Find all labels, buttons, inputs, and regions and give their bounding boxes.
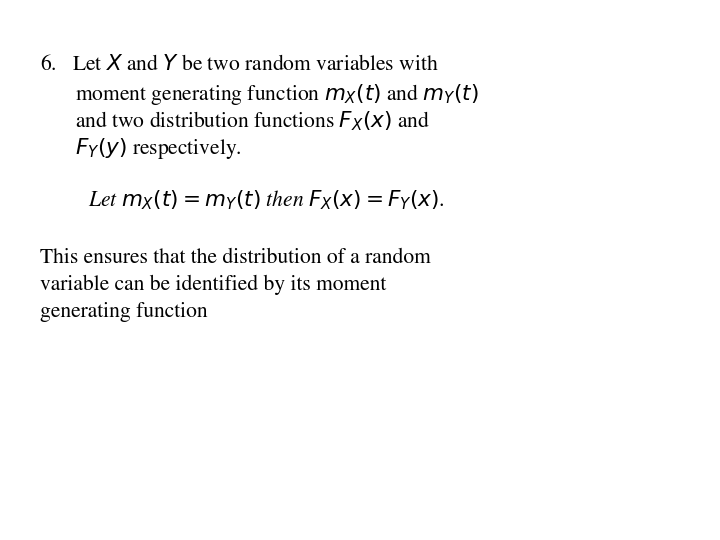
Text: variable can be identified by its moment: variable can be identified by its moment <box>40 275 386 295</box>
Text: This ensures that the distribution of a random: This ensures that the distribution of a … <box>40 248 431 268</box>
Text: $F_Y(y)$ respectively.: $F_Y(y)$ respectively. <box>75 136 242 161</box>
Text: and two distribution functions $F_X(x)$ and: and two distribution functions $F_X(x)$ … <box>75 109 430 133</box>
Text: moment generating function $m_X(t)$ and $m_Y(t)$: moment generating function $m_X(t)$ and … <box>75 82 479 107</box>
Text: Let $m_X(t) = m_Y(t)$ then $F_X(x) = F_Y(x)$.: Let $m_X(t) = m_Y(t)$ then $F_X(x) = F_Y… <box>88 188 444 212</box>
Text: 6.   Let $X$ and $Y$ be two random variables with: 6. Let $X$ and $Y$ be two random variabl… <box>40 55 438 75</box>
Text: generating function: generating function <box>40 302 207 322</box>
